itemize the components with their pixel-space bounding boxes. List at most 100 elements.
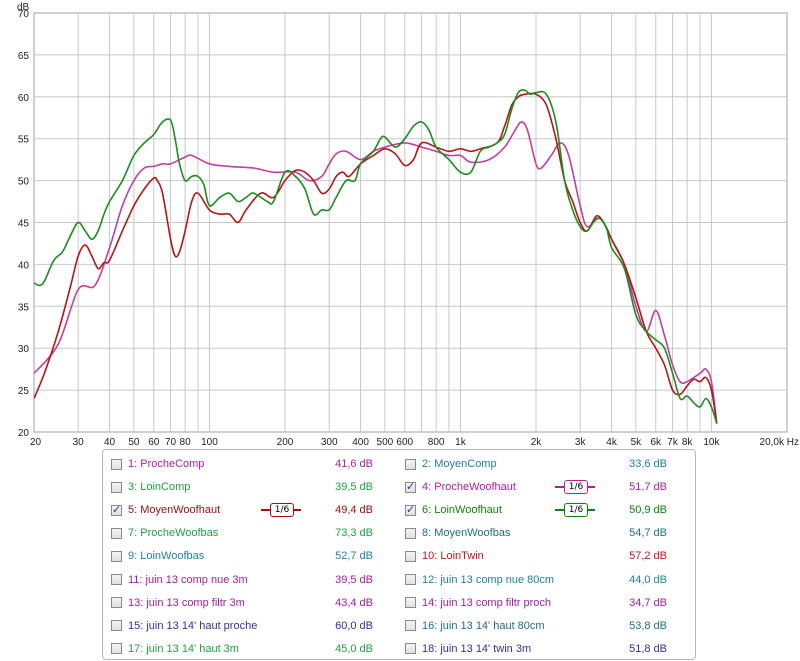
legend-label: 14: juin 13 comp filtr proch <box>422 596 552 609</box>
legend-checkbox[interactable] <box>405 574 416 585</box>
legend-checkbox[interactable] <box>111 643 122 655</box>
legend-value: 49,4 dB <box>335 504 373 517</box>
legend-checkbox[interactable] <box>111 574 122 585</box>
legend-label: 7: ProcheWoofbas <box>128 527 219 540</box>
legend-item[interactable]: 13: juin 13 comp filtr 3m 43,4 dB <box>111 592 393 614</box>
legend-label: 5: MoyenWoofhaut <box>128 504 221 517</box>
smoothing-indicator[interactable]: 1/6 <box>261 503 301 518</box>
legend-label: 9: LoinWoofbas <box>128 550 205 563</box>
smoothing-label: 1/6 <box>270 503 294 518</box>
legend-value: 44,0 dB <box>629 573 667 586</box>
legend-checkbox[interactable] <box>111 527 122 539</box>
legend-item[interactable]: 12: juin 13 comp nue 80cm 44,0 dB <box>405 569 687 591</box>
legend-value: 51,7 dB <box>629 481 667 494</box>
x-tick-label: 20 <box>30 437 42 448</box>
legend-checkbox[interactable] <box>111 597 122 609</box>
y-tick-label: 70 <box>18 9 30 20</box>
y-tick-labels: 20 25 30 35 40 45 50 55 60 65 70 <box>18 9 30 439</box>
legend-item[interactable]: 6: LoinWoofhaut 1/6 50,9 dB <box>405 499 687 521</box>
legend-checkbox[interactable] <box>111 458 122 470</box>
x-tick-label: 10k <box>703 437 720 448</box>
legend-value: 60,0 dB <box>335 619 373 632</box>
legend-label: 2: MoyenComp <box>422 458 497 470</box>
legend-value: 34,7 dB <box>629 596 667 609</box>
legend-checkbox[interactable] <box>111 550 122 562</box>
y-tick-label: 25 <box>18 386 30 397</box>
x-tick-label: 50 <box>128 437 140 448</box>
y-tick-label: 30 <box>18 344 30 355</box>
legend-item[interactable]: 2: MoyenComp 33,6 dB <box>405 453 687 475</box>
legend-checkbox[interactable] <box>111 620 122 632</box>
legend-item[interactable]: 15: juin 13 14' haut proche 60,0 dB <box>111 615 393 637</box>
series-lines <box>34 89 718 424</box>
legend-checkbox[interactable] <box>111 503 122 516</box>
legend-label: 4: ProcheWoofhaut <box>422 481 516 494</box>
legend-value: 50,9 dB <box>629 504 667 517</box>
legend-label: 8: MoyenWoofbas <box>422 527 511 540</box>
legend-value: 53,8 dB <box>629 619 667 632</box>
legend-checkbox[interactable] <box>405 458 416 470</box>
x-tick-label: 20,0k Hz <box>760 437 799 448</box>
legend-label: 15: juin 13 14' haut proche <box>128 619 258 632</box>
legend-label: 13: juin 13 comp filtr 3m <box>128 596 245 609</box>
x-tick-label: 1k <box>455 437 467 448</box>
legend-checkbox[interactable] <box>405 550 416 562</box>
legend-item[interactable]: 7: ProcheWoofbas 73,3 dB <box>111 522 393 544</box>
legend-value: 45,0 dB <box>335 642 373 655</box>
legend-label: 12: juin 13 comp nue 80cm <box>422 573 555 586</box>
legend-value: 39,5 dB <box>335 573 373 586</box>
x-tick-label: 300 <box>321 437 338 448</box>
legend-item[interactable]: 18: juin 13 14' twin 3m 51,8 dB <box>405 638 687 660</box>
legend-panel: 1: ProcheComp 41,6 dB 2: MoyenComp 33,6 dB 3… <box>102 449 696 660</box>
legend-value: 39,5 dB <box>335 481 373 494</box>
smoothing-indicator[interactable]: 1/6 <box>555 503 595 518</box>
legend-item[interactable]: 4: ProcheWoofhaut 1/6 51,7 dB <box>405 476 687 498</box>
y-tick-label: 65 <box>18 51 30 62</box>
x-tick-label: 6k <box>650 437 662 448</box>
x-tick-label: 800 <box>428 437 445 448</box>
x-tick-label: 80 <box>180 437 192 448</box>
x-tick-label: 2k <box>531 437 543 448</box>
legend-label: 10: LoinTwin <box>422 550 484 563</box>
legend-label: 18: juin 13 14' twin 3m <box>422 642 532 655</box>
smoothing-indicator[interactable]: 1/6 <box>555 480 595 495</box>
legend-item[interactable]: 11: juin 13 comp nue 3m 39,5 dB <box>111 569 393 591</box>
legend-checkbox[interactable] <box>405 597 416 609</box>
legend-checkbox[interactable] <box>405 480 416 493</box>
legend-value: 33,6 dB <box>629 458 667 470</box>
legend-value: 51,8 dB <box>629 642 667 655</box>
legend-item[interactable]: 10: LoinTwin 57,2 dB <box>405 545 687 567</box>
x-tick-label: 60 <box>148 437 160 448</box>
x-tick-label: 400 <box>352 437 369 448</box>
legend-label: 17: juin 13 14' haut 3m <box>128 642 239 655</box>
smoothing-label: 1/6 <box>564 503 588 518</box>
x-tick-label: 4k <box>606 437 618 448</box>
x-tick-label: 40 <box>104 437 116 448</box>
legend-item[interactable]: 1: ProcheComp 41,6 dB <box>111 453 393 475</box>
legend-item[interactable]: 5: MoyenWoofhaut 1/6 49,4 dB <box>111 499 393 521</box>
legend-item[interactable]: 14: juin 13 comp filtr proch 34,7 dB <box>405 592 687 614</box>
y-tick-label: 50 <box>18 177 30 188</box>
legend-checkbox[interactable] <box>405 620 416 632</box>
legend-item[interactable]: 9: LoinWoofbas 52,7 dB <box>111 545 393 567</box>
legend-item[interactable]: 17: juin 13 14' haut 3m 45,0 dB <box>111 638 393 660</box>
legend-item[interactable]: 8: MoyenWoofbas 54,7 dB <box>405 522 687 544</box>
y-tick-label: 35 <box>18 302 30 313</box>
legend-checkbox[interactable] <box>111 481 122 493</box>
legend-checkbox[interactable] <box>405 527 416 539</box>
x-tick-label: 600 <box>396 437 413 448</box>
legend-checkbox[interactable] <box>405 503 416 516</box>
y-tick-label: 40 <box>18 260 30 271</box>
x-tick-label: 8k <box>682 437 694 448</box>
legend-checkbox[interactable] <box>405 643 416 655</box>
x-tick-label: 200 <box>277 437 294 448</box>
y-tick-label: 45 <box>18 219 30 230</box>
legend-item[interactable]: 3: LoinComp 39,5 dB <box>111 476 393 498</box>
legend-item[interactable]: 16: juin 13 14' haut 80cm 53,8 dB <box>405 615 687 637</box>
y-axis-label: dB <box>17 2 30 13</box>
legend-value: 41,6 dB <box>335 458 373 470</box>
y-tick-label: 20 <box>18 428 30 439</box>
x-tick-label: 7k <box>667 437 679 448</box>
x-tick-label: 5k <box>631 437 643 448</box>
